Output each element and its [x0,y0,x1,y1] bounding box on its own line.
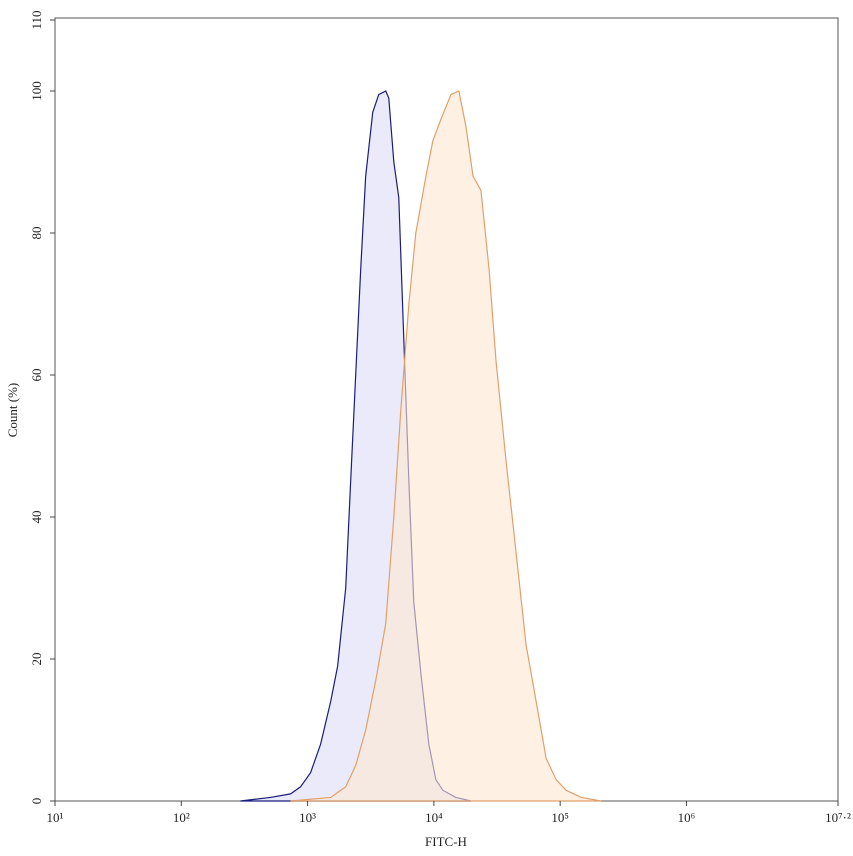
x-tick-label: 10² [173,810,190,825]
y-tick-label: 110 [29,10,44,29]
x-tick-label: 10⁵ [551,810,569,825]
histogram-area [290,90,602,802]
y-axis-label: Count (%) [5,383,20,438]
y-tick-label: 80 [29,227,44,240]
y-tick-label: 40 [29,511,44,524]
x-tick-label: 10⁶ [678,810,696,825]
y-tick-label: 60 [29,369,44,382]
x-axis-label: FITC-H [425,834,467,849]
y-tick-label: 20 [29,653,44,666]
x-tick-label: 10³ [299,810,316,825]
x-tick-label: 10⁷·² [825,810,851,825]
y-tick-label: 0 [29,798,44,805]
x-tick-label: 10⁴ [425,810,443,825]
x-tick-label: 10¹ [47,810,64,825]
y-tick-label: 100 [29,81,44,101]
